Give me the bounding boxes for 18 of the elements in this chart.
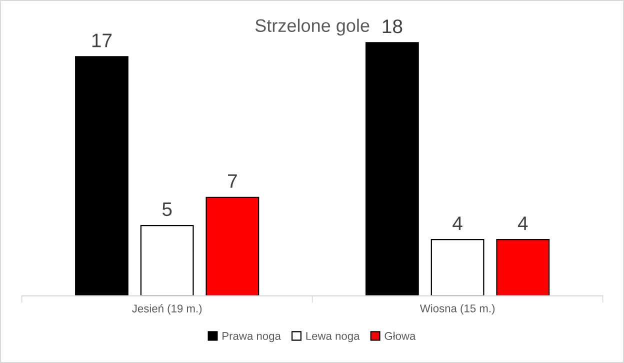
bar <box>430 239 484 296</box>
data-label: 4 <box>452 216 462 230</box>
data-label: 4 <box>518 216 528 230</box>
bar <box>75 56 128 296</box>
bar <box>496 239 550 296</box>
data-label: 5 <box>162 202 172 216</box>
bar <box>206 196 260 296</box>
legend-label: Lewa noga <box>306 332 360 342</box>
legend-label: Głowa <box>384 332 416 340</box>
legend-label: Prawa noga <box>222 332 281 342</box>
chart-title: Strzelone gole <box>255 18 370 36</box>
bar <box>140 224 194 296</box>
x-tick-label: Wiosna (15 m.) <box>420 304 495 315</box>
data-label: 7 <box>228 174 237 188</box>
bar <box>365 42 419 296</box>
data-label: 18 <box>382 19 402 34</box>
data-label: 17 <box>92 34 112 48</box>
x-tick-label: Jesień (19 m.) <box>132 304 202 315</box>
